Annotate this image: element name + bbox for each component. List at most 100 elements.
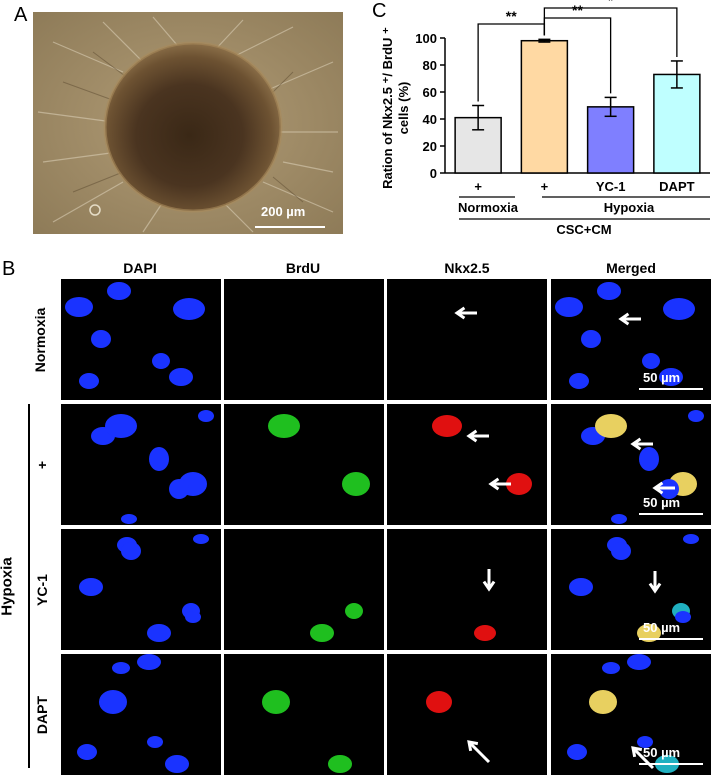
hypoxia-label: Hypoxia — [604, 200, 655, 215]
significance-bracket — [543, 7, 678, 57]
significance-label: ** — [572, 2, 583, 18]
panel-b-scale-bar — [639, 388, 703, 390]
micrograph-hypoxia-control-merged: 50 µm — [551, 404, 711, 525]
brdu-positive-nucleus — [262, 690, 290, 714]
column-header-nkx25: Nkx2.5 — [444, 260, 490, 276]
merged-nucleus — [663, 298, 695, 320]
y-tick-label: 100 — [415, 31, 437, 46]
arrow-head-icon — [630, 437, 642, 451]
micrograph-normoxia-nkx25 — [387, 279, 547, 400]
row-label-dapt: DAPT — [34, 695, 50, 735]
merged-nucleus — [611, 542, 631, 560]
arrow-head-icon — [454, 306, 466, 320]
micrograph-normoxia-dapi — [61, 279, 221, 400]
merged-nucleus — [569, 578, 593, 596]
merged-nucleus — [567, 744, 587, 760]
merged-nucleus — [589, 690, 617, 714]
arrow-shaft — [467, 740, 491, 764]
nucleus — [121, 542, 141, 560]
spheroid-micrograph: 200 µm — [33, 12, 343, 234]
panel-a-scale-label: 200 µm — [261, 204, 306, 219]
arrow-head-icon — [466, 429, 478, 443]
y-tick-label: 0 — [430, 166, 437, 181]
bar — [653, 73, 701, 174]
merged-nucleus — [637, 736, 653, 748]
micrograph-yc1-dapi — [61, 529, 221, 650]
panel-b-scale-label: 50 µm — [643, 745, 681, 760]
micrograph-normoxia-brdu — [224, 279, 384, 400]
panel-b-scale-bar — [639, 638, 703, 640]
brdu-positive-nucleus — [345, 603, 363, 619]
merged-nucleus — [627, 654, 651, 670]
x-tick-label: + — [541, 179, 549, 194]
merged-nucleus — [602, 662, 620, 674]
nucleus — [65, 297, 93, 317]
arrow-head-icon — [618, 312, 630, 326]
nucleus — [121, 514, 137, 524]
nucleus — [193, 534, 209, 544]
micrograph-normoxia-merged: 50 µm — [551, 279, 711, 400]
arrow-head-icon — [652, 481, 664, 495]
x-tick-label: YC-1 — [596, 179, 626, 194]
micrograph-hypoxia-control-dapi — [61, 404, 221, 525]
column-header-brdu: BrdU — [285, 260, 321, 276]
micrograph-hypoxia-control-nkx25 — [387, 404, 547, 525]
panel-a-letter: A — [14, 4, 28, 26]
nucleus — [112, 662, 130, 674]
hypoxia-group-label: Hypoxia — [0, 557, 16, 616]
significance-label: * — [608, 0, 614, 8]
panel-b-scale-label: 50 µm — [643, 370, 681, 385]
micrograph-dapt-dapi — [61, 654, 221, 775]
merged-nucleus — [639, 447, 659, 471]
nkx25-positive-nucleus — [432, 415, 462, 437]
merged-nucleus — [595, 414, 627, 438]
bar — [520, 39, 569, 174]
y-tick-label: 40 — [423, 112, 437, 127]
nkx25-positive-nucleus — [474, 625, 496, 641]
hypoxia-bracket-line — [28, 404, 30, 768]
merged-nucleus — [637, 624, 661, 642]
nucleus — [99, 690, 127, 714]
nucleus — [185, 611, 201, 623]
treatment-label: CSC+CM — [556, 222, 611, 237]
brdu-positive-nucleus — [310, 624, 334, 642]
column-header-dapi: DAPI — [123, 260, 157, 276]
arrow-head-icon — [467, 740, 479, 752]
panel-a-scale-bar — [255, 226, 325, 228]
panel-b-scale-bar — [639, 763, 703, 765]
nucleus — [173, 298, 205, 320]
merged-nucleus — [683, 534, 699, 544]
micrograph-yc1-nkx25 — [387, 529, 547, 650]
arrow-head-icon — [648, 582, 662, 594]
nucleus — [137, 654, 161, 670]
micrograph-hypoxia-control-brdu — [224, 404, 384, 525]
x-tick-label: DAPT — [659, 179, 694, 194]
row-label-hypoxia-control: + — [34, 460, 50, 470]
y-axis-label-line1: Ration of Nkx2.5 ⁺/ BrdU ⁺ — [380, 27, 395, 189]
panel-b-scale-label: 50 µm — [643, 620, 681, 635]
merged-nucleus — [688, 410, 704, 422]
nucleus — [149, 447, 169, 471]
merged-nucleus — [611, 514, 627, 524]
panel-b-scale-label: 50 µm — [643, 495, 681, 510]
merged-nucleus — [569, 373, 589, 389]
x-tick-label: + — [474, 179, 482, 194]
column-header-merged: Merged — [606, 260, 656, 276]
nucleus — [169, 368, 193, 386]
nkx25-positive-nucleus — [426, 691, 452, 713]
micrograph-yc1-brdu — [224, 529, 384, 650]
merged-nucleus — [597, 282, 621, 300]
nucleus — [147, 624, 171, 642]
micrograph-yc1-merged: 50 µm — [551, 529, 711, 650]
nkx25-positive-nucleus — [506, 473, 532, 495]
panel-c-letter: C — [372, 0, 387, 22]
y-tick-label: 60 — [423, 85, 437, 100]
nucleus — [147, 736, 163, 748]
nucleus — [198, 410, 214, 422]
y-tick-label: 80 — [423, 58, 437, 73]
brdu-positive-nucleus — [342, 472, 370, 496]
merged-nucleus — [581, 330, 601, 348]
nucleus — [91, 330, 111, 348]
merged-nucleus — [642, 353, 660, 369]
merged-nucleus — [659, 368, 683, 386]
